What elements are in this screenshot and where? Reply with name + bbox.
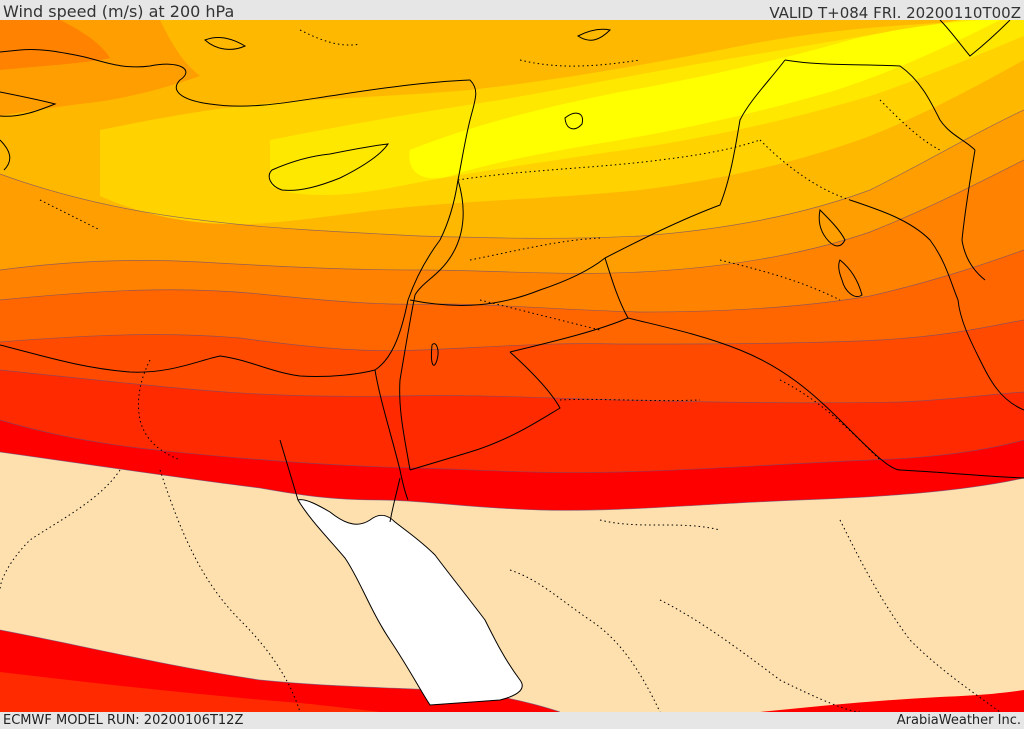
cyprus: [268, 143, 390, 191]
wind-speed-map: [0, 20, 1024, 712]
coastlines: [0, 20, 1024, 411]
band-yellow: [409, 20, 1000, 179]
band-orange-northwest-2: [0, 20, 110, 70]
gulf-of-aqaba: [389, 477, 401, 523]
isotachs: [0, 109, 1024, 712]
band-red-south-inner: [0, 672, 380, 712]
band-red-southeast: [760, 690, 1024, 712]
gulf-of-suez: [279, 439, 299, 501]
map-title: Wind speed (m/s) at 200 hPa: [3, 2, 235, 21]
model-run: ECMWF MODEL RUN: 20200106T12Z: [3, 713, 244, 728]
footer-bar: ECMWF MODEL RUN: 20200106T12Z ArabiaWeat…: [0, 712, 1024, 729]
persian-gulf-coast: [849, 199, 1024, 411]
lake-tiberias: [431, 343, 439, 366]
map-canvas: [0, 20, 1024, 712]
red-sea: [297, 499, 523, 706]
header-bar: Wind speed (m/s) at 200 hPa VALID T+084 …: [0, 0, 1024, 22]
lake-van: [564, 112, 584, 130]
borders-dotted: [0, 29, 1001, 712]
valid-time: VALID T+084 FRI. 20200110T00Z: [769, 4, 1021, 22]
credit-text: ArabiaWeather Inc.: [896, 713, 1021, 728]
borders-solid: [374, 59, 1024, 501]
